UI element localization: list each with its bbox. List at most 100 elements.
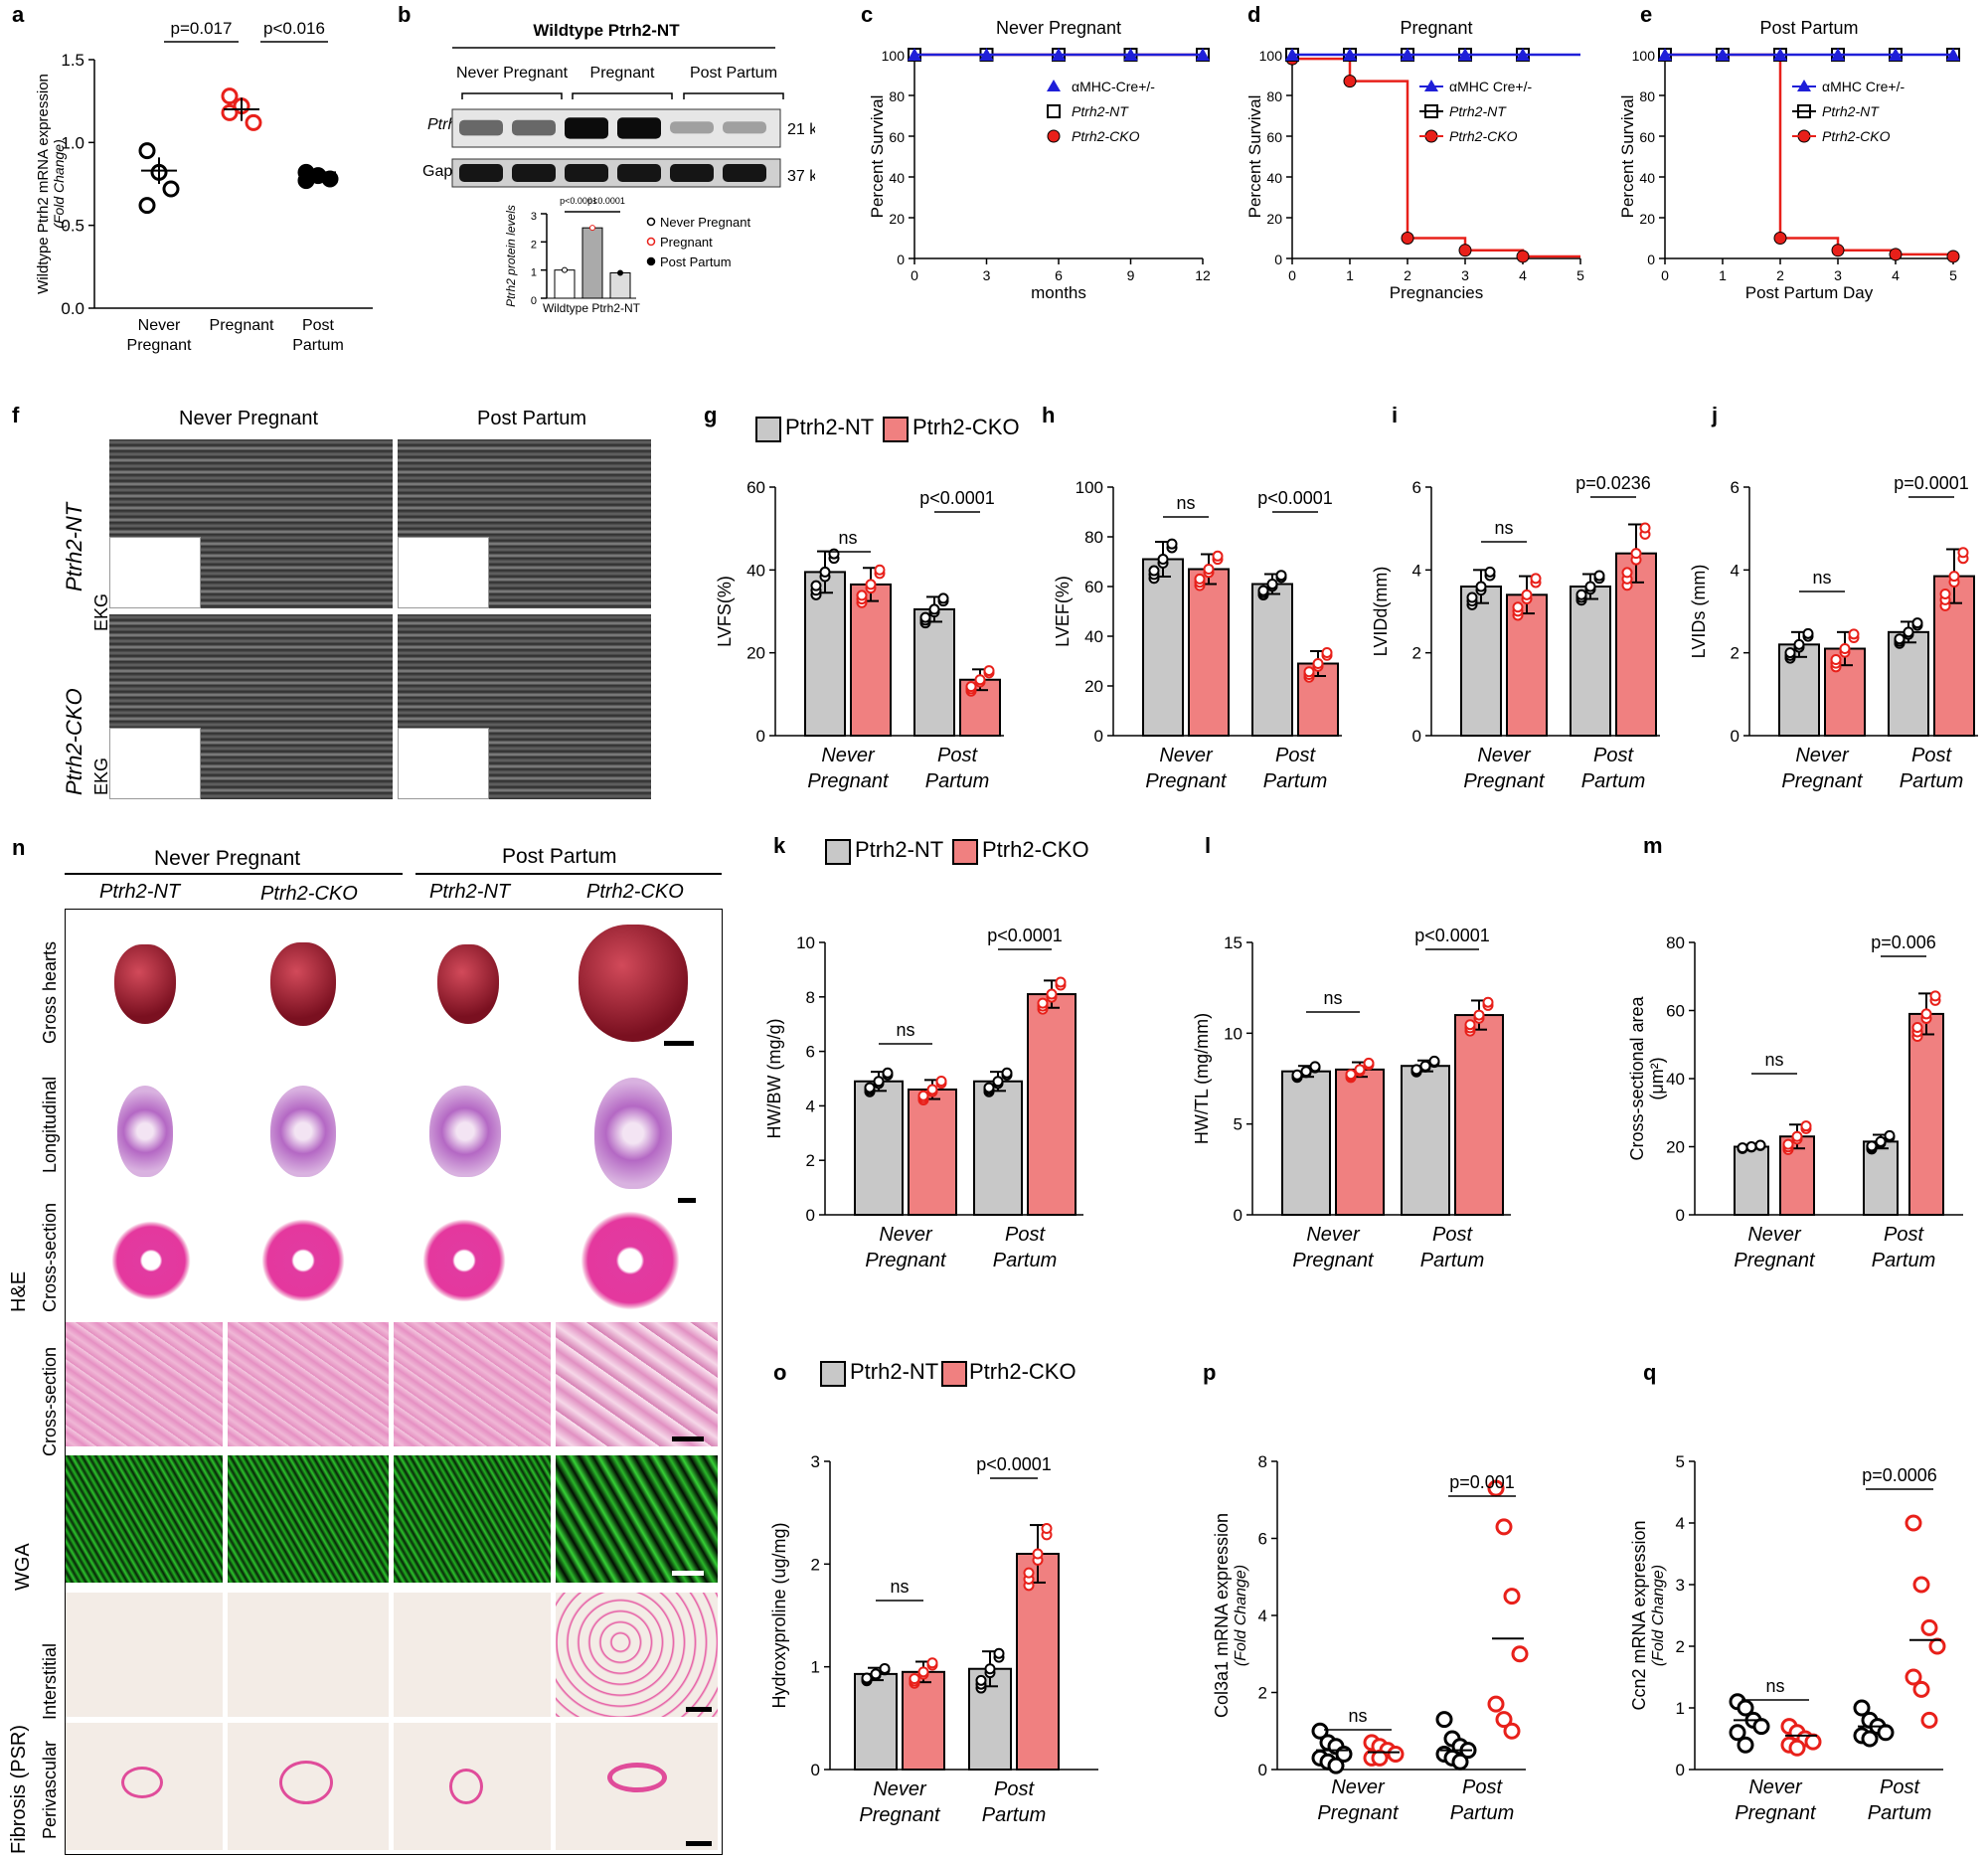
chart-e: Post Partum 0 20 40 60 80 100 Percent Survival 0… xyxy=(1618,18,1960,302)
legend-marker xyxy=(646,237,656,247)
n-col-4: Ptrh2-CKO xyxy=(586,881,684,903)
panel-g: 0 20 40 60 LVFS(%) Never Pregnant Post Partum ns p… xyxy=(696,437,1014,795)
y-axis-label-sub: (Fold Change) xyxy=(51,139,67,229)
y-tick-label: 100 xyxy=(882,48,906,64)
chart-k: 0 2 4 6 8 10 HW/BW (mg/g) Never Pregnant Post Part… xyxy=(764,926,1083,1271)
data-point xyxy=(983,665,995,677)
marker-circle xyxy=(1458,244,1472,257)
x-group-label: Post xyxy=(1462,1776,1503,1798)
n-side-he: H&E xyxy=(8,1270,30,1312)
psr-perivascular xyxy=(394,1723,551,1850)
x-tick-label: 3 xyxy=(1834,267,1842,283)
gross-heart xyxy=(114,944,176,1024)
panel-q-letter: q xyxy=(1643,1360,1657,1385)
x-group-label: Never xyxy=(1331,1776,1386,1798)
x-group-label: Partum xyxy=(993,1250,1057,1271)
y-tick-label: 0 xyxy=(806,1206,815,1225)
y-tick-label: 2 xyxy=(811,1555,820,1574)
n-row-wga: WGA xyxy=(12,1543,34,1591)
data-point xyxy=(1157,554,1169,565)
legend-nt-label: Ptrh2-NT xyxy=(850,1359,939,1384)
data-point xyxy=(1475,581,1487,592)
data-point xyxy=(1451,1753,1469,1771)
data-point xyxy=(865,579,877,591)
y-tick-label: 10 xyxy=(796,933,815,952)
data-point xyxy=(1905,1668,1922,1686)
y-tick-label: 0 xyxy=(1676,1206,1685,1225)
sig-label: p<0.0001 xyxy=(976,1454,1052,1474)
x-tick-label: 9 xyxy=(1127,267,1135,283)
y-axis-label: Percent Survival xyxy=(1618,95,1637,219)
y-tick-label: 60 xyxy=(1666,1002,1685,1021)
data-point xyxy=(926,1657,938,1669)
x-group-label: Pregnant xyxy=(865,1250,947,1271)
x-group-label: Post xyxy=(994,1778,1035,1800)
y-tick-label: 0 xyxy=(1647,252,1655,267)
y-tick-label: 60 xyxy=(1266,129,1282,145)
x-group-label: Post xyxy=(1911,745,1952,766)
y-tick-label: 0 xyxy=(1234,1206,1242,1225)
psr-perivascular xyxy=(556,1723,718,1850)
data-point xyxy=(1875,1135,1887,1147)
data-point xyxy=(1511,1645,1529,1663)
x-group-label: Partum xyxy=(1581,770,1645,792)
n-row-long: Longitudinal xyxy=(40,1076,60,1173)
scale-bar xyxy=(678,1198,696,1203)
y-axis-label: HW/BW (mg/g) xyxy=(765,1019,784,1139)
data-point xyxy=(1866,1140,1878,1152)
data-point xyxy=(1354,1064,1366,1076)
y-axis-label: Hydroxyproline (ug/mg) xyxy=(769,1522,789,1708)
y-tick-label: 20 xyxy=(1266,211,1282,227)
data-point xyxy=(810,580,822,591)
vessel xyxy=(279,1761,333,1804)
x-tick-label: 1 xyxy=(1719,267,1727,283)
y-axis-label: Col3a1 mRNA expression xyxy=(1212,1513,1232,1718)
mmode-nt-never xyxy=(109,439,393,608)
sig-label: ns xyxy=(890,1577,909,1597)
scale-bar xyxy=(664,1041,694,1046)
data-point xyxy=(1495,1518,1513,1536)
data-point xyxy=(1877,1724,1895,1742)
data-point xyxy=(1212,550,1224,562)
data-point xyxy=(1939,588,1951,599)
n-group-line xyxy=(415,873,722,875)
data-point xyxy=(1948,571,1960,583)
data-point xyxy=(1503,1588,1521,1605)
chart-title: Never Pregnant xyxy=(996,18,1121,38)
panel-g-letter: g xyxy=(704,403,718,427)
data-point xyxy=(1148,565,1160,577)
x-group-label: Never xyxy=(138,317,181,334)
legend-label: αMHC Cre+/- xyxy=(1449,79,1532,94)
y-tick-label: 60 xyxy=(1639,129,1655,145)
blot-title: Wildtype Ptrh2-NT xyxy=(533,21,680,40)
x-tick-label: 2 xyxy=(1776,267,1784,283)
sig-label: p<0.0001 xyxy=(1414,926,1490,945)
y-tick-label: 4 xyxy=(806,1097,815,1115)
data-point xyxy=(882,1067,894,1079)
data-point xyxy=(935,1076,947,1088)
ekg-inset xyxy=(109,728,201,799)
data-point xyxy=(562,266,568,273)
data-point xyxy=(1266,579,1278,590)
y-tick-label: 60 xyxy=(746,478,765,497)
legend-label: αMHC Cre+/- xyxy=(1822,79,1905,94)
data-point xyxy=(1001,1067,1013,1079)
sig-label: ns xyxy=(1323,988,1342,1008)
he-cross-section xyxy=(580,1211,680,1310)
data-point xyxy=(1521,589,1533,600)
bar xyxy=(1401,1065,1450,1216)
vessel xyxy=(607,1763,667,1792)
bar xyxy=(854,1080,904,1216)
data-point xyxy=(1503,1722,1521,1740)
y-tick-label: 5 xyxy=(1234,1115,1242,1134)
data-point xyxy=(1912,1576,1930,1594)
legend-cko-label: Ptrh2-CKO xyxy=(982,837,1089,862)
x-group-label: Never xyxy=(1306,1224,1361,1246)
panel-o: 0 1 2 3 Hydroxyproline (ug/mg) Never Pregnant P… xyxy=(760,1402,1103,1849)
y-tick-label: 60 xyxy=(1084,578,1103,596)
data-point xyxy=(162,180,180,198)
marker-triangle xyxy=(1946,48,1960,61)
panel-f: Never Pregnant Post Partum Ptrh2-NT Ptrh… xyxy=(40,398,656,805)
x-group-label: Never xyxy=(821,745,876,766)
